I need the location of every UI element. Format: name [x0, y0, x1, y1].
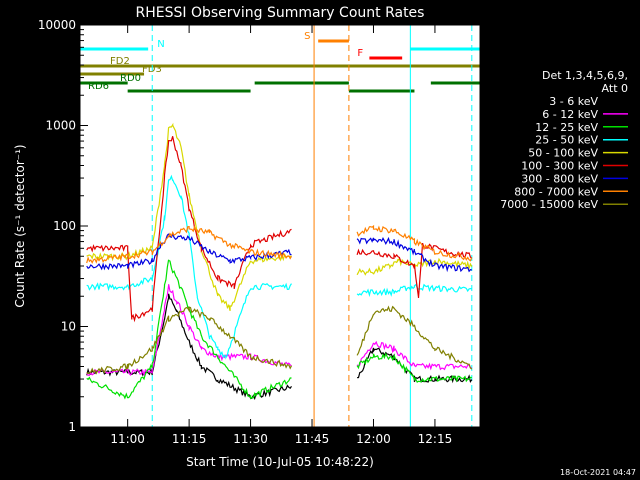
axes: 11:00 11:15 11:30 11:45 12:00 12:15 1 10 100 1000…: [38, 18, 481, 446]
legend-entry-label-1: 6 - 12 keV: [542, 108, 598, 121]
y-tick-label-3: 1000: [45, 119, 76, 133]
timestamp: 18-Oct-2021 04:47: [560, 468, 636, 477]
y-tick-label-2: 100: [53, 219, 76, 233]
x-tick-label-4: 12:00: [356, 432, 391, 446]
series-line-6-1: [356, 236, 472, 273]
series-line-6-0: [86, 232, 292, 271]
series-line-1-1: [356, 340, 472, 371]
x-tick-label-3: 11:45: [295, 432, 330, 446]
series-line-8-1: [356, 305, 473, 370]
y-tick-label-1: 10: [61, 320, 76, 334]
y-tick-label-4: 10000: [38, 18, 76, 32]
series-line-4-1: [356, 256, 473, 276]
legend-entry-label-4: 50 - 100 keV: [528, 147, 598, 160]
series-line-7-0: [86, 225, 293, 264]
legend-entry-label-5: 100 - 300 keV: [521, 160, 598, 173]
x-axis-label: Start Time (10-Jul-05 10:48:22): [186, 455, 374, 469]
legend-header-1: Att 0: [602, 82, 628, 95]
plot-area: [79, 24, 481, 428]
series-line-5-1: [356, 242, 473, 299]
legend-entry-label-8: 7000 - 15000 keV: [500, 198, 598, 211]
flag-bars: NSFFD2FD3RD0RD6: [80, 31, 480, 93]
flag-label-f: F: [357, 48, 363, 59]
legend-entry-label-3: 25 - 50 keV: [535, 134, 598, 147]
x-tick-label-5: 12:15: [418, 432, 453, 446]
series-line-1-0: [86, 284, 292, 377]
series-line-5-0: [86, 136, 292, 323]
legend-entry-label-6: 300 - 800 keV: [521, 172, 598, 185]
legend-entry-label-2: 12 - 25 keV: [535, 121, 598, 134]
series-line-8-0: [86, 306, 293, 375]
y-axis-label: Count Rate (s⁻¹ detector⁻¹): [13, 144, 27, 307]
flag-label-n: N: [157, 39, 164, 50]
x-tick-label-0: 11:00: [110, 432, 145, 446]
flag-label-s: S: [304, 31, 310, 42]
series-line-2-0: [86, 259, 292, 400]
legend-header-0: Det 1,3,4,5,6,9,: [542, 69, 628, 82]
y-tick-label-0: 1: [68, 420, 76, 434]
legend-entry-label-7: 800 - 7000 keV: [514, 185, 598, 198]
x-tick-label-2: 11:30: [233, 432, 268, 446]
series-line-7-1: [356, 224, 473, 262]
series-lines: [86, 122, 473, 401]
x-tick-label-1: 11:15: [172, 432, 207, 446]
series-line-3-0: [86, 174, 292, 360]
legend-entry-label-0: 3 - 6 keV: [549, 95, 598, 108]
flag-label-fd2: FD2: [110, 56, 130, 67]
chart-title: RHESSI Observing Summary Count Rates: [136, 5, 425, 21]
flag-label-rd0: RD0: [120, 73, 141, 84]
series-line-2-1: [356, 352, 472, 383]
flag-label-rd6: RD6: [88, 81, 109, 92]
series-line-3-1: [356, 283, 472, 298]
